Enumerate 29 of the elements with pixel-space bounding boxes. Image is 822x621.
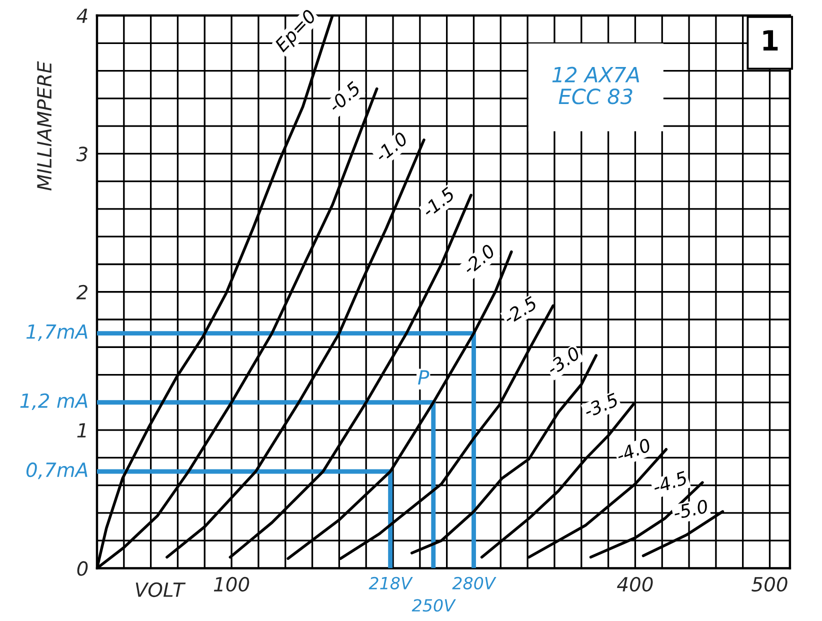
text: -1.5 [421,186,456,218]
y-tick-label: 0 [77,561,88,576]
x-axis-title: VOLT [136,582,186,598]
text: -5.0 [672,499,709,520]
annotation: 0,7mA [26,462,88,480]
annotation: 1 [763,30,778,50]
text: -2.5 [502,296,538,326]
text: -1.0 [374,131,409,163]
text: -3.5 [582,392,620,418]
annotation: 1,2 mA [20,393,88,410]
annotation: P [418,370,430,384]
annotation: 250V [412,599,456,612]
annotation: 218V [368,576,413,590]
text: -4.5 [652,470,688,494]
y-tick-label: 4 [76,8,88,23]
y-tick-label: 3 [76,146,88,162]
y-axis-title: MILLIAMPERE [37,61,52,190]
text: -2.0 [462,243,496,276]
y-tick-label: 1 [77,423,86,438]
y-tick-label: 2 [76,284,88,300]
x-tick-label: 500 [752,576,788,592]
text: -3.0 [546,346,581,376]
annotation: 280V [452,576,496,590]
annotation: 1,7mA [26,324,88,341]
x-tick-label: 400 [617,576,653,592]
x-tick-label: 100 [214,576,250,592]
annotation: 12 AX7A ECC 83 [552,66,640,104]
text: -4.0 [615,438,652,462]
text: -0.5 [327,80,362,114]
